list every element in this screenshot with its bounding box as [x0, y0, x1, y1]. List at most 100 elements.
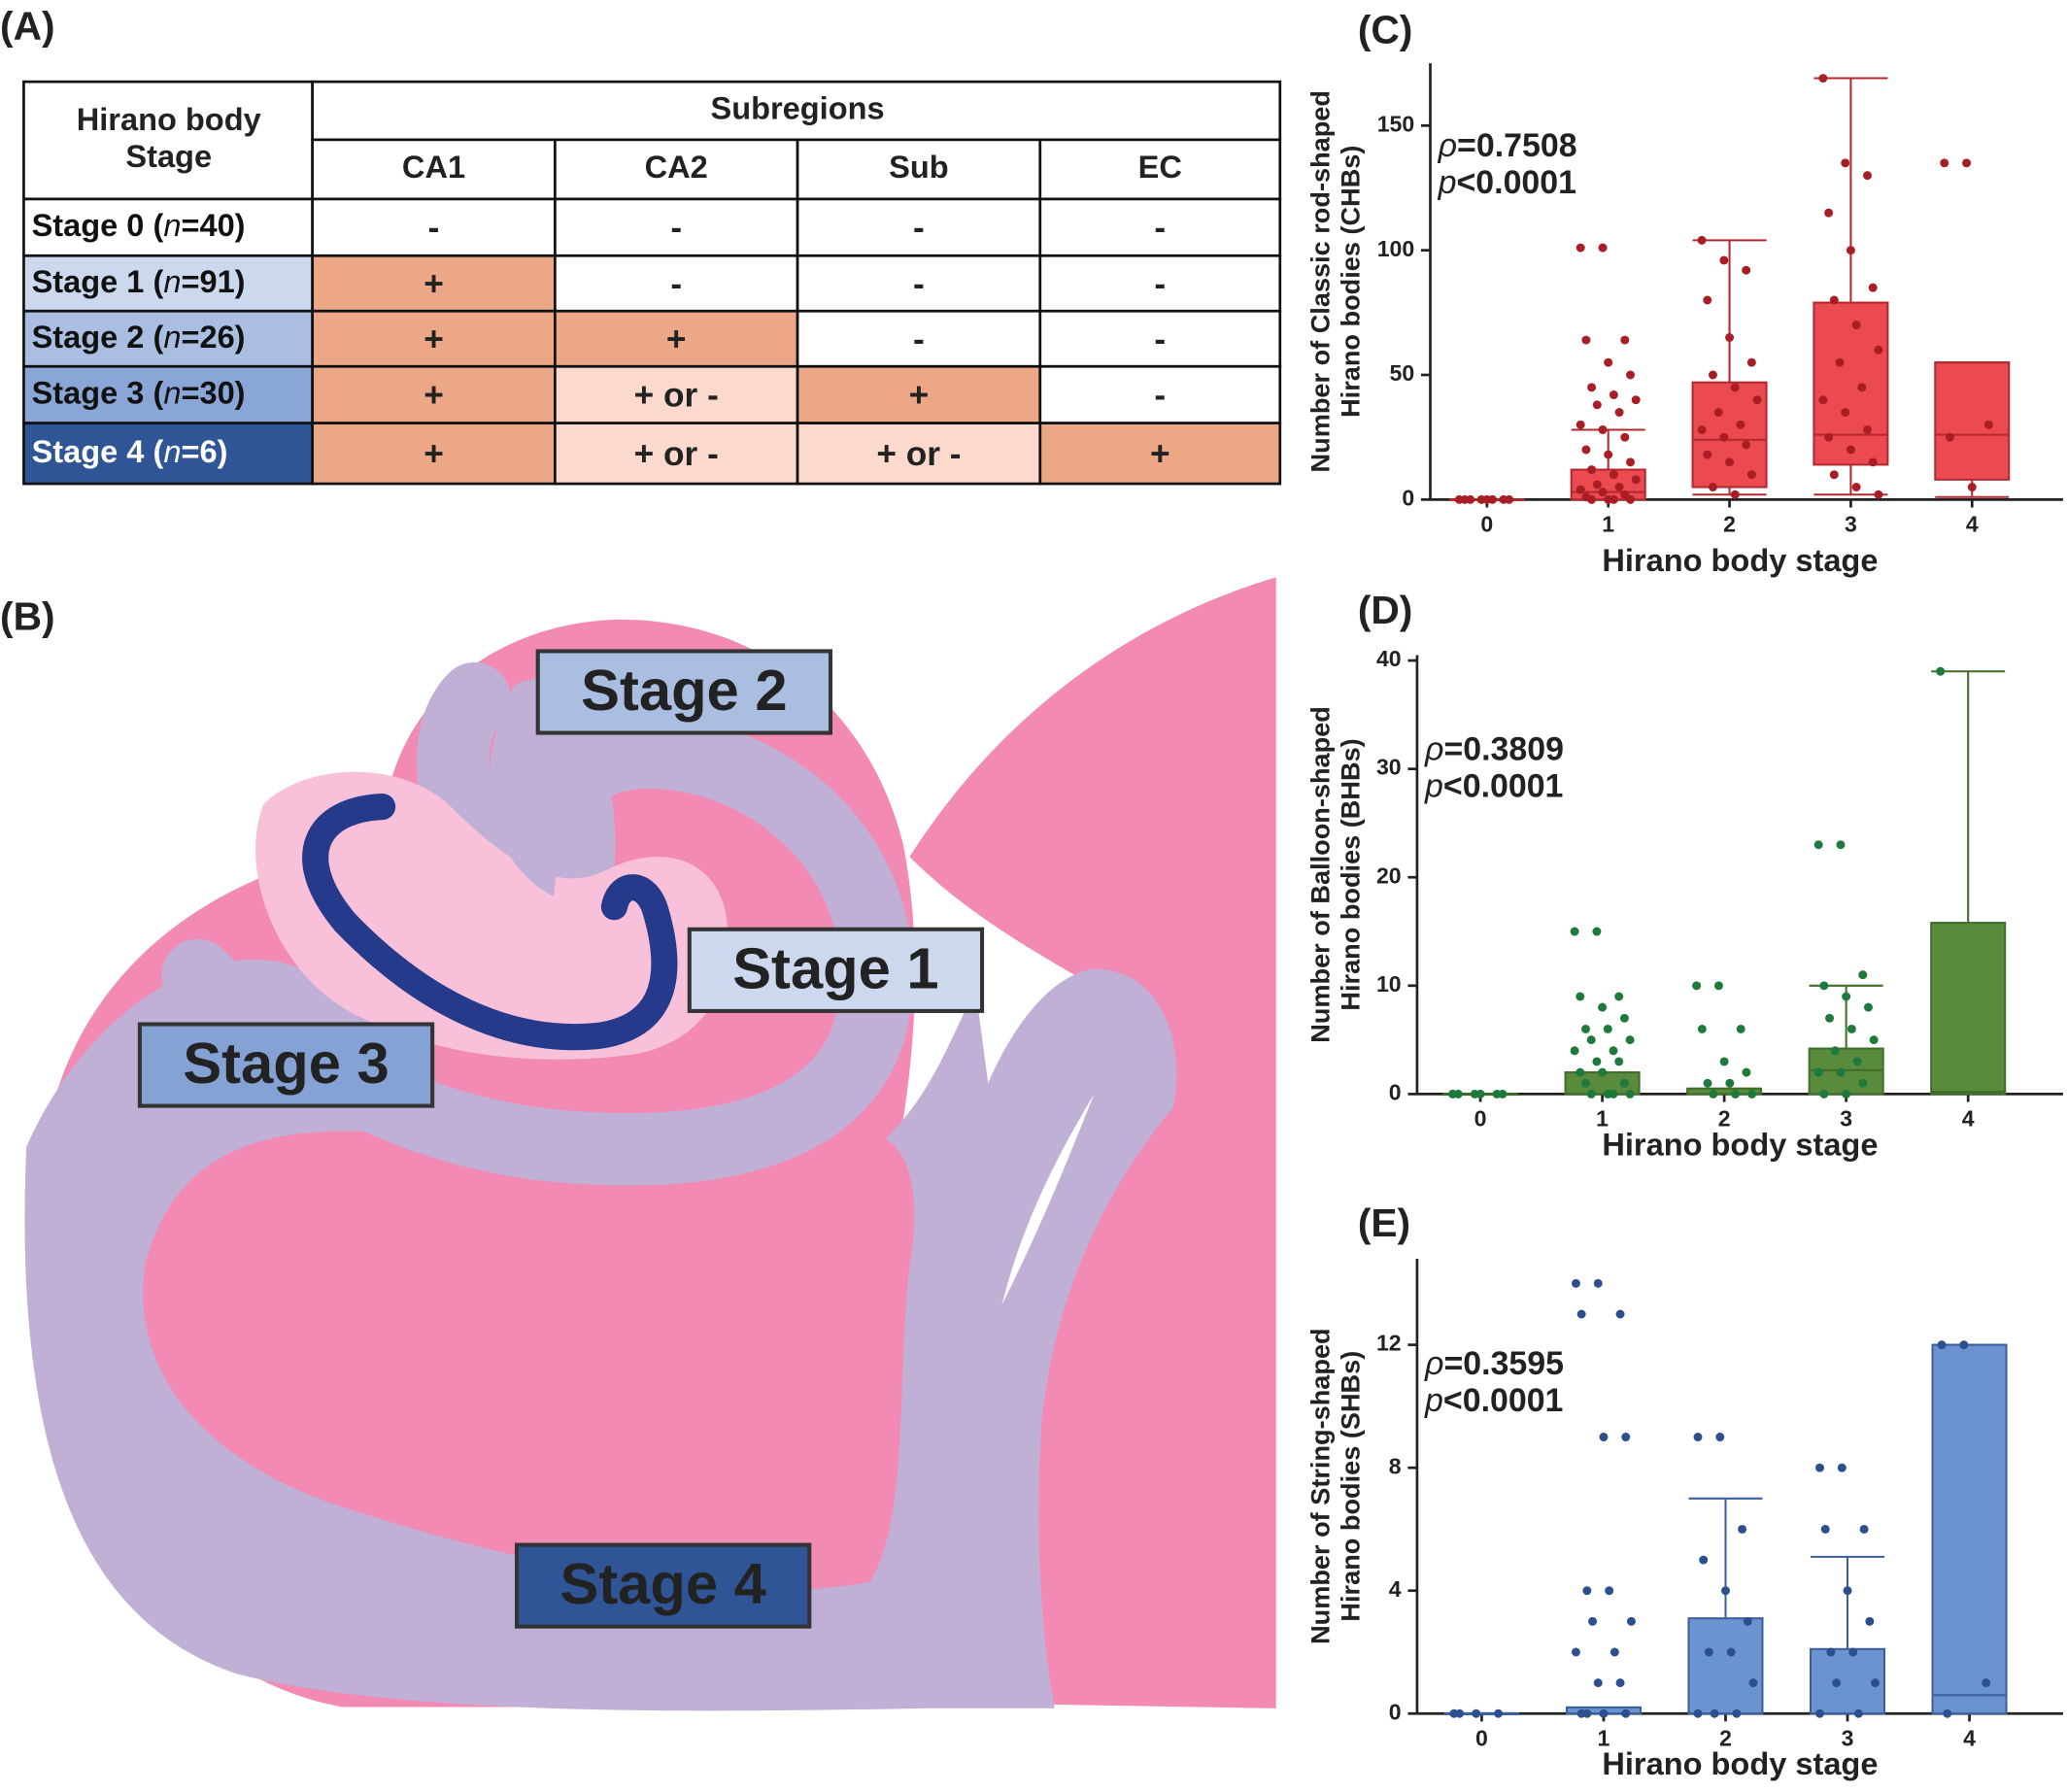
table-value: + [909, 376, 930, 414]
table-value: - [913, 321, 925, 358]
data-point [1852, 1057, 1862, 1066]
data-point [1466, 494, 1475, 504]
data-point [1829, 295, 1839, 305]
stage-n: n [163, 263, 181, 298]
stage-n: n [163, 208, 181, 243]
stage-prefix: Stage 0 ( [32, 208, 164, 243]
data-point [1603, 1024, 1612, 1033]
data-point [1736, 1024, 1745, 1033]
stat-symbol: p [1424, 1382, 1443, 1419]
data-point [1703, 295, 1712, 305]
table: (A) Hirano body Stage Subregions CA1 CA2 Sub EC… [0, 4, 1282, 486]
data-point [1598, 1067, 1608, 1077]
stat-annotation: p<0.0001 [1424, 768, 1563, 805]
data-point [1851, 483, 1861, 491]
stat-symbol: p [1424, 768, 1443, 805]
data-point [1730, 490, 1740, 499]
table-value: + [1150, 435, 1170, 473]
data-point [1871, 1678, 1880, 1688]
data-point [1825, 1013, 1835, 1023]
table-value: + [424, 435, 444, 473]
data-point [1699, 1555, 1709, 1565]
stat-symbol: ρ [1424, 731, 1443, 768]
data-point [1842, 1089, 1851, 1099]
stage-label: Stage 1 (n=91) [32, 263, 246, 298]
data-point [1697, 1024, 1707, 1033]
x-tick-label: 2 [1723, 512, 1736, 537]
stat-symbol: ρ [1438, 127, 1457, 164]
hippocampus-diagram [24, 577, 1276, 1711]
y-tick-label: 50 [1390, 360, 1415, 386]
data-point [1730, 383, 1740, 392]
data-point [1859, 1524, 1869, 1534]
table-cell [311, 364, 557, 424]
data-point [1937, 1340, 1947, 1350]
data-point [1576, 992, 1585, 1001]
data-point [1475, 1089, 1485, 1099]
data-point [1818, 395, 1828, 405]
data-point [1598, 1002, 1608, 1012]
stat-annotation: ρ=0.3595 [1424, 1345, 1564, 1382]
data-point [1863, 424, 1872, 434]
data-point [1818, 74, 1828, 84]
table-value: - [428, 209, 440, 247]
data-point [1713, 981, 1723, 991]
data-point [1719, 1057, 1729, 1066]
data-point [1614, 992, 1624, 1001]
table-cell [311, 254, 557, 313]
data-point [1725, 457, 1735, 467]
data-point [1967, 483, 1977, 491]
stage-box-label: Stage 3 [183, 1031, 389, 1096]
x-tick-label: 1 [1596, 1106, 1609, 1132]
data-point [1832, 1678, 1842, 1688]
data-point [1715, 1433, 1725, 1442]
data-point [1819, 981, 1829, 991]
data-point [1719, 255, 1729, 265]
data-point [1576, 485, 1585, 494]
stage-header-line: Hirano body [77, 101, 261, 136]
x-tick-label: 4 [1962, 1106, 1975, 1132]
data-point [1582, 1586, 1592, 1596]
data-point [1599, 1708, 1609, 1718]
data-point [1708, 370, 1717, 380]
x-tick-label: 0 [1480, 512, 1493, 537]
data-point [1582, 1708, 1592, 1718]
table-cell [311, 80, 1282, 142]
data-point [1619, 1013, 1629, 1023]
data-point [1576, 1309, 1586, 1319]
data-point [1620, 335, 1630, 345]
stat-annotation: ρ=0.3809 [1424, 731, 1564, 768]
table-value: + or - [876, 435, 961, 473]
data-point [1626, 457, 1635, 467]
stage-n: n [163, 319, 181, 354]
box [1813, 301, 1889, 466]
stage-header: Hirano body Stage [77, 101, 261, 173]
stage-count: =30) [181, 375, 245, 410]
data-point [1868, 457, 1878, 467]
data-point [1609, 470, 1618, 480]
data-point [1820, 1524, 1830, 1534]
data-point [1609, 390, 1618, 400]
data-point [1604, 450, 1613, 459]
stat-text: <0.0001 [1443, 1382, 1564, 1419]
data-point [1983, 420, 1993, 429]
data-point [1455, 1708, 1465, 1718]
stage-count: =6) [181, 433, 227, 468]
box [1931, 1343, 2008, 1715]
stage-box-label: Stage 4 [559, 1551, 765, 1616]
data-point [1726, 1647, 1736, 1657]
data-point [1863, 171, 1872, 181]
data-point [1721, 1586, 1730, 1596]
data-point [1848, 1647, 1858, 1657]
table-value: - [1154, 209, 1166, 247]
data-point [1710, 1708, 1719, 1718]
data-point [1738, 1524, 1747, 1534]
table-value: + or - [634, 376, 719, 414]
data-point [1625, 1089, 1635, 1099]
data-point [1621, 1433, 1631, 1442]
data-point [1593, 1678, 1603, 1688]
data-point [1719, 432, 1729, 442]
panel-label: (E) [1358, 1200, 1410, 1245]
box [1687, 1617, 1764, 1715]
stage-label: Stage 4 (n=6) [32, 433, 228, 468]
